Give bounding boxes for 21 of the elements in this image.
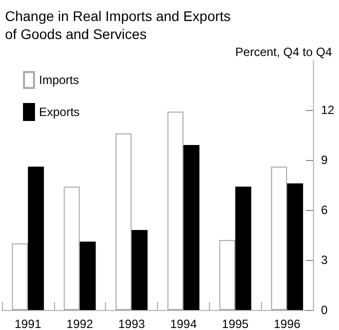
bar: [132, 230, 148, 310]
y-tick-label: 12: [321, 103, 335, 117]
y-tick-label: 6: [321, 203, 328, 217]
bar: [287, 183, 304, 310]
chart-title: Change in Real Imports and Exports of Goods and Services: [5, 8, 231, 42]
y-tick-label: 3: [321, 253, 328, 267]
legend-label: Exports: [39, 105, 80, 119]
bar: [28, 166, 44, 310]
x-tick-label: 1996: [274, 317, 301, 330]
y-axis-title: Percent, Q4 to Q4: [235, 45, 332, 59]
x-tick-label: 1992: [66, 317, 94, 330]
y-tick-label: 0: [321, 303, 328, 317]
x-tick-label: 1995: [222, 317, 249, 330]
y-tick-label: 9: [321, 153, 328, 167]
legend-label: Imports: [39, 73, 80, 87]
x-tick-label: 1994: [170, 317, 198, 330]
bar: [80, 242, 96, 310]
x-tick-label: 1991: [14, 317, 42, 330]
x-tick-label: 1993: [118, 317, 146, 330]
bar: [235, 186, 252, 310]
bar: [183, 145, 200, 310]
